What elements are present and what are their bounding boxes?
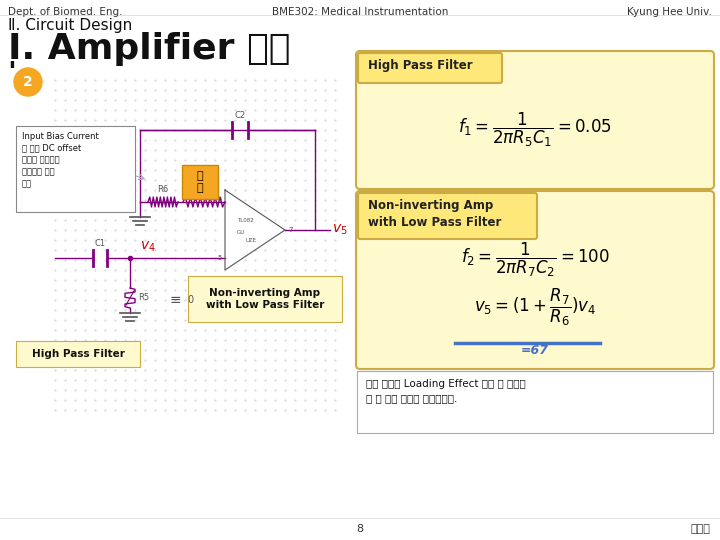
Text: Dept. of Biomed. Eng.: Dept. of Biomed. Eng.: [8, 7, 122, 17]
Text: $v_4$: $v_4$: [140, 240, 156, 254]
Text: Input Bias Current
에 의한 DC offset
전압의 불균형을
없애주기 위해
추가: Input Bias Current 에 의한 DC offset 전압의 불균…: [22, 132, 99, 188]
FancyBboxPatch shape: [356, 51, 714, 189]
Text: R6: R6: [158, 185, 168, 194]
Text: GU: GU: [237, 230, 246, 234]
Text: R5: R5: [138, 294, 149, 302]
FancyBboxPatch shape: [358, 53, 502, 83]
Text: High Pass Filter: High Pass Filter: [368, 59, 472, 72]
Text: UZE: UZE: [246, 238, 257, 242]
FancyBboxPatch shape: [188, 276, 342, 322]
Text: =67: =67: [521, 344, 549, 357]
FancyBboxPatch shape: [358, 193, 537, 239]
Text: Kyung Hee Univ.: Kyung Hee Univ.: [627, 7, 712, 17]
FancyBboxPatch shape: [357, 371, 713, 433]
Text: Ⅱ. Circuit Design: Ⅱ. Circuit Design: [8, 18, 132, 33]
Text: Ⅰ̩. Amplifier 단계: Ⅰ̩. Amplifier 단계: [8, 32, 290, 68]
Text: 6: 6: [217, 197, 222, 203]
Text: ≡: ≡: [169, 293, 181, 307]
Text: $v_5 = (1 + \dfrac{R_7}{R_6})v_4$: $v_5 = (1 + \dfrac{R_7}{R_6})v_4$: [474, 286, 596, 328]
Text: 저
항: 저 항: [197, 171, 203, 193]
FancyBboxPatch shape: [16, 341, 140, 367]
Text: TL082: TL082: [237, 218, 253, 222]
Text: R7: R7: [199, 185, 210, 194]
Text: 김소연: 김소연: [690, 524, 710, 534]
FancyBboxPatch shape: [356, 191, 714, 369]
Text: Non-inverting Amp
with Low Pass Filter: Non-inverting Amp with Low Pass Filter: [206, 288, 324, 310]
Circle shape: [14, 68, 42, 96]
Text: C1: C1: [94, 239, 106, 248]
Text: 5: 5: [217, 255, 222, 261]
Text: C2: C2: [235, 111, 246, 120]
Text: $f_1 = \dfrac{1}{2\pi R_5 C_1} = 0.05$: $f_1 = \dfrac{1}{2\pi R_5 C_1} = 0.05$: [458, 111, 612, 149]
Text: 7: 7: [288, 227, 292, 233]
FancyBboxPatch shape: [16, 126, 135, 212]
Text: 2: 2: [23, 75, 33, 89]
Text: 반전 증폭은 Loading Effect 생길 것 같으마
로 비 반전 증폭을 이용하였다.: 반전 증폭은 Loading Effect 생길 것 같으마 로 비 반전 증폭…: [366, 379, 526, 403]
Polygon shape: [225, 190, 285, 270]
Text: 8: 8: [356, 524, 364, 534]
Text: $f_2 = \dfrac{1}{2\pi R_7 C_2} = 100$: $f_2 = \dfrac{1}{2\pi R_7 C_2} = 100$: [461, 241, 609, 279]
Text: BME302: Medical Instrumentation: BME302: Medical Instrumentation: [272, 7, 448, 17]
Text: Non-inverting Amp
with Low Pass Filter: Non-inverting Amp with Low Pass Filter: [368, 199, 501, 229]
Text: High Pass Filter: High Pass Filter: [32, 349, 125, 359]
Text: 0: 0: [187, 295, 193, 305]
Text: $v_5$: $v_5$: [332, 223, 348, 237]
FancyBboxPatch shape: [182, 165, 218, 199]
